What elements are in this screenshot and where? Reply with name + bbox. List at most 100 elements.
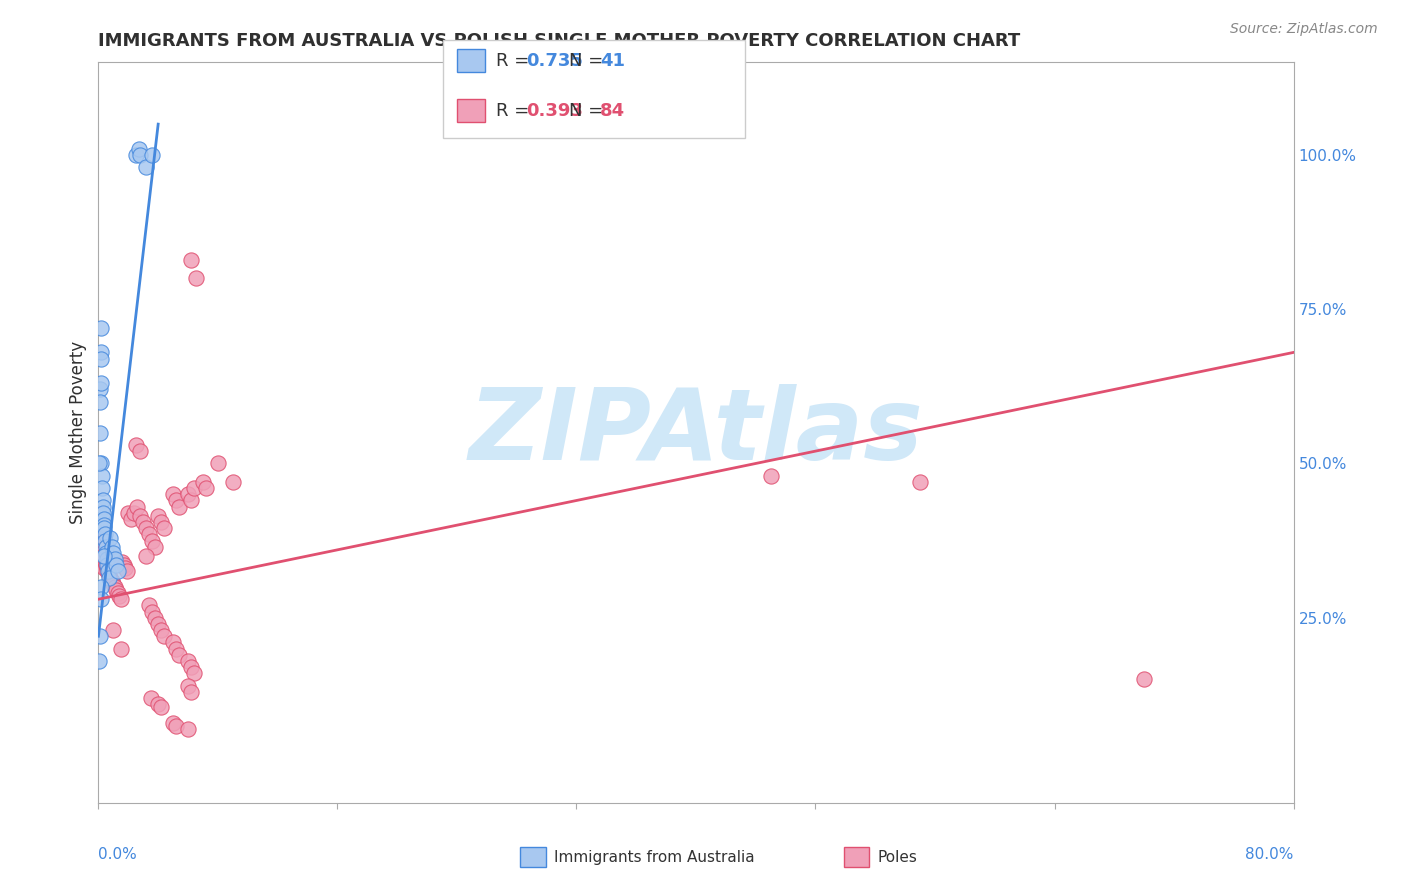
- Point: [129, 148, 152, 162]
- Point: [207, 457, 229, 471]
- Point: [177, 654, 200, 668]
- Point: [93, 521, 115, 535]
- Point: [94, 546, 117, 560]
- Point: [91, 555, 114, 569]
- Point: [141, 533, 163, 548]
- Point: [97, 571, 120, 585]
- Point: [90, 457, 112, 471]
- Point: [115, 565, 138, 579]
- Point: [150, 515, 173, 529]
- Point: [90, 546, 112, 560]
- Point: [1133, 673, 1156, 687]
- Text: ZIPAtlas: ZIPAtlas: [468, 384, 924, 481]
- Text: Immigrants from Australia: Immigrants from Australia: [554, 850, 755, 864]
- Text: N =: N =: [569, 52, 609, 70]
- Point: [128, 142, 150, 156]
- Point: [93, 561, 115, 575]
- Point: [759, 468, 782, 483]
- Text: R =: R =: [496, 102, 536, 120]
- Point: [91, 506, 114, 520]
- Point: [105, 558, 128, 573]
- Point: [93, 518, 115, 533]
- Point: [114, 561, 136, 575]
- Point: [103, 546, 125, 560]
- Point: [165, 719, 187, 733]
- Point: [110, 641, 132, 656]
- Point: [125, 148, 148, 162]
- Point: [135, 521, 157, 535]
- Point: [98, 531, 122, 545]
- Point: [165, 641, 187, 656]
- Point: [91, 481, 114, 495]
- Point: [129, 508, 152, 523]
- Point: [94, 540, 117, 554]
- Point: [148, 508, 170, 523]
- Point: [183, 481, 205, 495]
- Point: [94, 558, 117, 573]
- Point: [96, 552, 118, 566]
- Point: [98, 571, 122, 585]
- Point: [125, 438, 148, 452]
- Point: [177, 679, 200, 693]
- Text: 0.735: 0.735: [526, 52, 582, 70]
- Point: [222, 475, 245, 489]
- Point: [107, 565, 129, 579]
- Point: [180, 660, 202, 674]
- Point: [103, 576, 125, 591]
- Point: [148, 616, 170, 631]
- Point: [97, 565, 120, 579]
- Point: [184, 271, 207, 285]
- Point: [120, 512, 142, 526]
- Point: [90, 320, 112, 334]
- Point: [111, 555, 134, 569]
- Point: [167, 648, 190, 662]
- Point: [89, 457, 111, 471]
- Point: [89, 536, 111, 550]
- Point: [135, 161, 157, 175]
- Text: IMMIGRANTS FROM AUSTRALIA VS POLISH SINGLE MOTHER POVERTY CORRELATION CHART: IMMIGRANTS FROM AUSTRALIA VS POLISH SING…: [98, 32, 1021, 50]
- Point: [97, 567, 120, 582]
- Point: [90, 345, 112, 359]
- Point: [103, 623, 125, 637]
- Point: [177, 487, 200, 501]
- Point: [183, 666, 205, 681]
- Point: [93, 512, 115, 526]
- Point: [94, 533, 117, 548]
- Point: [96, 565, 118, 579]
- Point: [162, 635, 184, 649]
- Text: N =: N =: [569, 102, 609, 120]
- Point: [135, 549, 157, 563]
- Point: [180, 252, 202, 267]
- Point: [104, 580, 127, 594]
- Point: [90, 592, 112, 607]
- Point: [138, 599, 160, 613]
- Point: [105, 582, 128, 597]
- Point: [141, 605, 163, 619]
- Point: [112, 558, 135, 573]
- Point: [89, 531, 111, 545]
- Point: [90, 542, 112, 557]
- Point: [90, 468, 112, 483]
- Point: [93, 549, 115, 563]
- Point: [124, 506, 146, 520]
- Point: [107, 586, 129, 600]
- Point: [180, 493, 202, 508]
- Point: [127, 500, 149, 514]
- Point: [141, 148, 163, 162]
- Point: [94, 555, 117, 569]
- Text: 84: 84: [600, 102, 626, 120]
- Point: [195, 481, 218, 495]
- Point: [191, 475, 214, 489]
- Point: [150, 623, 173, 637]
- Point: [153, 521, 176, 535]
- Point: [129, 444, 152, 458]
- Text: 80.0%: 80.0%: [1246, 847, 1294, 863]
- Point: [104, 552, 127, 566]
- Point: [91, 549, 114, 563]
- Point: [138, 527, 160, 541]
- Point: [150, 700, 173, 714]
- Point: [153, 629, 176, 643]
- Point: [139, 690, 162, 705]
- Point: [132, 515, 155, 529]
- Point: [90, 536, 112, 550]
